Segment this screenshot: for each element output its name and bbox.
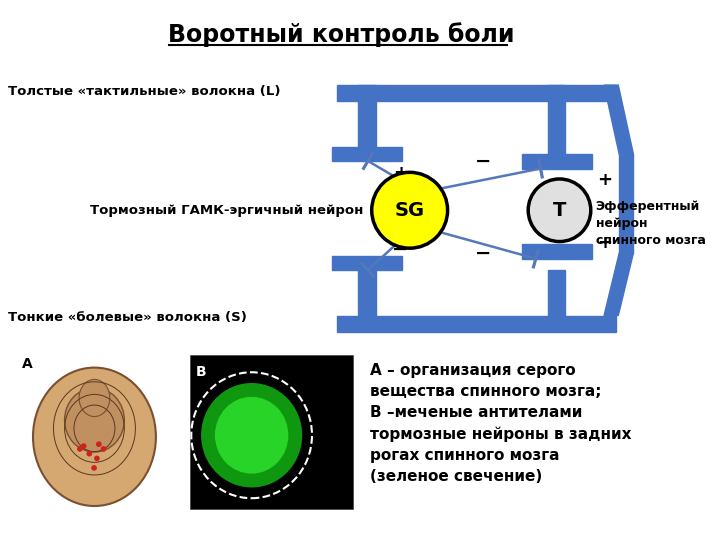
Text: A: A <box>22 357 32 371</box>
Bar <box>521 154 592 168</box>
Ellipse shape <box>33 368 156 506</box>
Text: −: − <box>475 151 492 171</box>
Bar <box>337 85 616 101</box>
Circle shape <box>528 179 591 241</box>
Text: Эфферентный
нейрон
спинного мозга: Эфферентный нейрон спинного мозга <box>595 200 706 247</box>
Text: Тонкие «болевые» волокна (S): Тонкие «болевые» волокна (S) <box>8 311 246 324</box>
Bar <box>189 355 353 509</box>
Text: Толстые «тактильные» волокна (L): Толстые «тактильные» волокна (L) <box>8 85 280 98</box>
Circle shape <box>81 443 86 449</box>
Text: Воротный контроль боли: Воротный контроль боли <box>168 23 515 47</box>
Circle shape <box>91 465 97 471</box>
Circle shape <box>86 451 92 456</box>
Text: −: − <box>392 240 408 259</box>
Bar <box>337 315 616 332</box>
Bar <box>359 270 376 315</box>
Circle shape <box>372 172 448 248</box>
Text: T: T <box>553 201 566 220</box>
Circle shape <box>101 446 107 452</box>
Text: Тормозный ГАМК-эргичный нейрон: Тормозный ГАМК-эргичный нейрон <box>90 204 364 217</box>
Polygon shape <box>604 253 634 315</box>
Bar <box>548 270 565 315</box>
Bar <box>359 85 376 147</box>
Text: +: + <box>392 164 408 183</box>
Bar <box>548 85 565 154</box>
Text: +: + <box>598 234 613 252</box>
Bar <box>332 256 402 270</box>
Bar <box>332 147 402 161</box>
Circle shape <box>96 441 102 447</box>
Circle shape <box>94 456 100 461</box>
Text: SG: SG <box>395 201 425 220</box>
Ellipse shape <box>65 388 125 452</box>
Text: +: + <box>598 171 613 189</box>
Bar <box>619 154 634 253</box>
Ellipse shape <box>79 380 110 416</box>
Ellipse shape <box>201 383 302 488</box>
Text: −: − <box>475 244 492 262</box>
Bar <box>521 245 592 259</box>
Circle shape <box>77 446 83 452</box>
Ellipse shape <box>215 397 288 474</box>
Polygon shape <box>604 85 634 154</box>
Text: А – организация серого
вещества спинного мозга;
В –меченые антителами
тормозные : А – организация серого вещества спинного… <box>370 363 631 484</box>
Text: B: B <box>195 365 206 379</box>
